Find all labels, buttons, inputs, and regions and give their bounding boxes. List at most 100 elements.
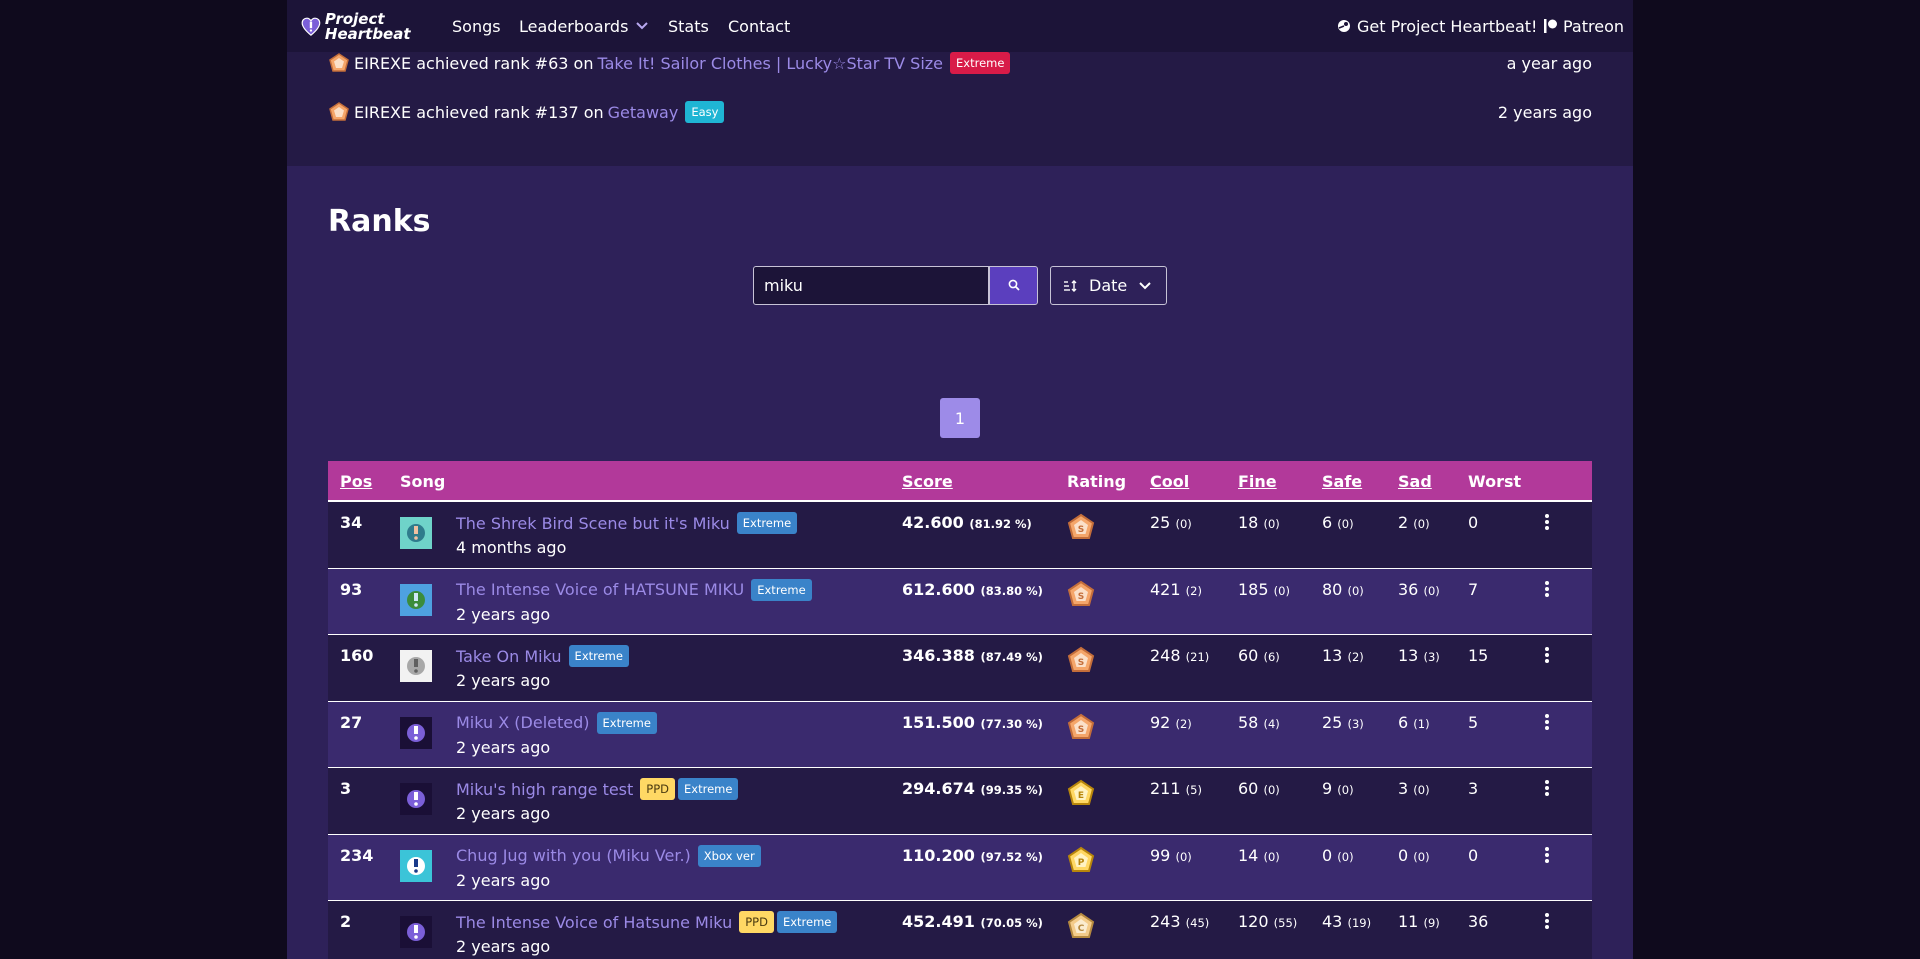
fine-cell: 120 (55): [1238, 912, 1297, 931]
sad-delta: (0): [1413, 783, 1430, 797]
feed-song-link[interactable]: Getaway: [607, 102, 679, 122]
rank-position: 27: [340, 712, 363, 732]
row-menu-icon[interactable]: [1544, 513, 1554, 535]
row-menu-icon[interactable]: [1544, 779, 1554, 801]
fine-value: 58: [1238, 712, 1259, 732]
sad-value: 2: [1398, 513, 1409, 532]
get-project-heartbeat-label: Get Project Heartbeat!: [1357, 16, 1538, 36]
safe-value: 9: [1322, 779, 1333, 798]
column-header-worst: Worst: [1468, 472, 1522, 491]
pagination-page-button[interactable]: 1: [940, 398, 980, 438]
song-title-link[interactable]: The Intense Voice of HATSUNE MIKU: [456, 580, 745, 599]
score-cell: 110.200 (97.52 %): [902, 846, 1043, 865]
table-row: 34 The Shrek Bird Scene but it's Miku Extr…: [328, 502, 1592, 569]
song-thumbnail[interactable]: [400, 849, 432, 882]
fine-delta: (0): [1263, 849, 1280, 864]
ranks-section: Ranks miku Date 1 Pos Song Score Rating …: [287, 166, 1633, 959]
song-title-link[interactable]: The Intense Voice of Hatsune Miku: [456, 912, 733, 932]
column-header-score[interactable]: Score: [902, 472, 953, 491]
row-menu-icon[interactable]: [1544, 580, 1554, 602]
column-header-pos[interactable]: Pos: [340, 472, 373, 491]
search-input[interactable]: miku: [753, 266, 989, 305]
sort-label: Date: [1089, 276, 1128, 295]
cool-delta: (2): [1185, 583, 1202, 598]
cool-value: 421: [1150, 579, 1181, 599]
cool-cell: 92 (2): [1150, 713, 1192, 732]
sad-cell: 36 (0): [1398, 580, 1440, 599]
worst-value: 5: [1468, 712, 1479, 732]
row-menu-icon[interactable]: [1544, 646, 1554, 668]
safe-value: 80: [1322, 579, 1343, 599]
safe-delta: (0): [1337, 783, 1354, 797]
nav-contact[interactable]: Contact: [728, 16, 791, 36]
row-menu-icon[interactable]: [1544, 912, 1554, 934]
song-title-link[interactable]: Miku X (Deleted): [456, 713, 590, 732]
song-title-cell: The Shrek Bird Scene but it's Miku Extrem…: [456, 512, 798, 534]
rank-position: 34: [340, 513, 363, 532]
sad-cell: 11 (9): [1398, 912, 1440, 931]
song-time: 2 years ago: [456, 804, 551, 823]
difficulty-badge: Xbox ver: [697, 844, 761, 867]
feed-user[interactable]: EIREXE: [354, 102, 412, 122]
project-heartbeat-logo[interactable]: Project Heartbeat: [301, 8, 413, 46]
sad-delta: (3): [1423, 650, 1440, 664]
feed-user[interactable]: EIREXE: [354, 53, 412, 73]
safe-value: 43: [1322, 912, 1343, 931]
column-header-safe[interactable]: Safe: [1322, 472, 1363, 491]
song-title-link[interactable]: Miku's high range test: [456, 779, 634, 799]
worst-value: 36: [1468, 912, 1489, 931]
song-thumbnail[interactable]: [400, 716, 432, 749]
safe-cell: 80 (0): [1322, 580, 1364, 599]
safe-cell: 25 (3): [1322, 713, 1364, 732]
cool-delta: (0): [1175, 517, 1192, 531]
safe-value: 6: [1322, 513, 1333, 532]
column-header-cool[interactable]: Cool: [1150, 472, 1190, 491]
score-percent: (70.05 %): [980, 916, 1043, 930]
song-thumbnail[interactable]: [400, 583, 432, 616]
song-thumbnail[interactable]: [400, 916, 432, 948]
score-cell: 151.500 (77.30 %): [902, 713, 1043, 732]
cool-delta: (21): [1185, 650, 1210, 664]
nav-leaderboards[interactable]: Leaderboards: [519, 15, 649, 37]
cool-delta: (0): [1175, 849, 1192, 864]
column-header-fine[interactable]: Fine: [1238, 472, 1277, 491]
score-cell: 612.600 (83.80 %): [902, 580, 1043, 599]
nav-stats[interactable]: Stats: [668, 16, 709, 36]
song-title-link[interactable]: The Shrek Bird Scene but it's Miku: [456, 513, 730, 533]
table-row: 27 Miku X (Deleted) Extreme 2 years ago 151.…: [328, 701, 1592, 768]
get-project-heartbeat-link[interactable]: Get Project Heartbeat!: [1337, 15, 1537, 37]
sad-value: 0: [1398, 845, 1409, 865]
fine-cell: 60 (6): [1238, 646, 1280, 665]
patreon-link[interactable]: Patreon: [1544, 15, 1624, 37]
cool-cell: 25 (0): [1150, 513, 1192, 532]
column-header-song: Song: [400, 472, 446, 491]
column-header-sad[interactable]: Sad: [1398, 472, 1432, 491]
safe-delta: (0): [1337, 517, 1354, 531]
cool-value: 92: [1150, 712, 1171, 732]
fine-value: 120: [1238, 912, 1269, 931]
song-thumbnail[interactable]: [400, 783, 432, 815]
song-title-link[interactable]: Chug Jug with you (Miku Ver.): [456, 846, 691, 865]
table-row: 2 The Intense Voice of Hatsune Miku PPD Ext…: [328, 901, 1592, 959]
song-thumbnail[interactable]: [400, 650, 432, 682]
row-menu-icon[interactable]: [1544, 846, 1554, 868]
score-value: 452.491: [902, 912, 975, 931]
steam-icon: [1337, 19, 1351, 33]
rating-medal-icon: S: [1067, 580, 1097, 610]
table-body: 34 The Shrek Bird Scene but it's Miku Extr…: [328, 502, 1592, 959]
feed-song-link[interactable]: Take It! Sailor Clothes | Lucky☆Star TV …: [597, 53, 944, 73]
search-button[interactable]: [989, 266, 1038, 305]
song-thumbnail[interactable]: [400, 517, 432, 549]
top-navbar: Project Heartbeat Songs Leaderboards Sta…: [287, 0, 1633, 52]
difficulty-badge: Easy: [685, 101, 725, 123]
safe-delta: (3): [1347, 716, 1364, 731]
safe-value: 0: [1322, 845, 1333, 865]
sad-delta: (0): [1413, 849, 1430, 864]
nav-songs[interactable]: Songs: [452, 16, 501, 36]
row-menu-icon[interactable]: [1544, 713, 1554, 735]
sort-dropdown[interactable]: Date: [1050, 266, 1167, 305]
svg-text:E: E: [1078, 791, 1084, 801]
song-title-link[interactable]: Take On Miku: [456, 646, 562, 666]
song-time: 2 years ago: [456, 671, 551, 690]
score-value: 151.500: [902, 712, 975, 732]
